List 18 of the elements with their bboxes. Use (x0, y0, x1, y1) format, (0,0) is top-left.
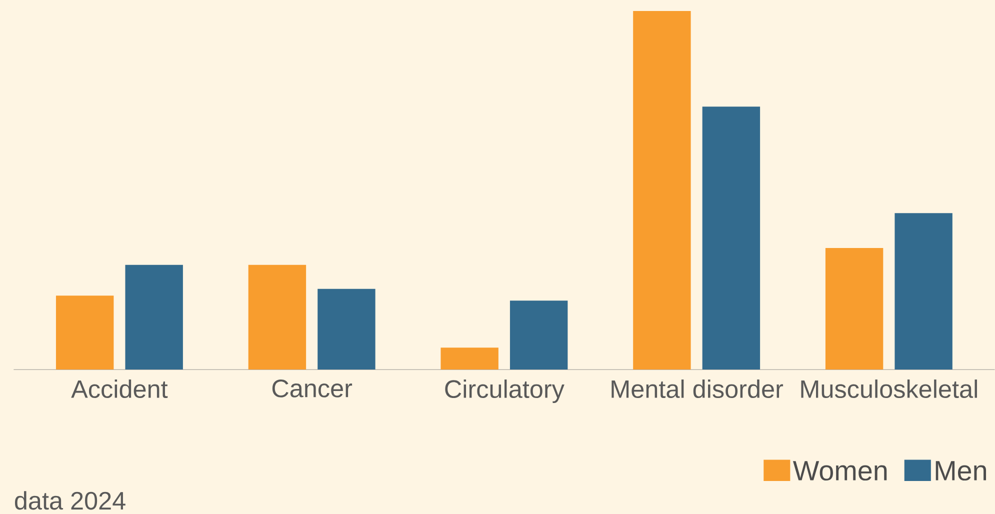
x-tick-label: Mental disorder (612, 380, 784, 398)
bar (440, 348, 498, 370)
bar (825, 248, 884, 370)
bar (633, 10, 691, 370)
x-tick-label: Circulatory (445, 380, 564, 404)
bar (56, 296, 114, 370)
text: data 2024 (14, 491, 126, 510)
bar (248, 264, 306, 370)
bar (894, 213, 952, 370)
x-tick-label: Accident (71, 380, 168, 398)
x-tick-label: Musculoskeletal (801, 380, 977, 398)
legend-label: Women (792, 461, 887, 481)
bar (318, 288, 376, 370)
x-tick-label: Cancer (272, 380, 352, 398)
bar (125, 264, 183, 370)
legend-label: Men (936, 461, 986, 481)
bar (510, 300, 568, 370)
bar (702, 106, 760, 370)
